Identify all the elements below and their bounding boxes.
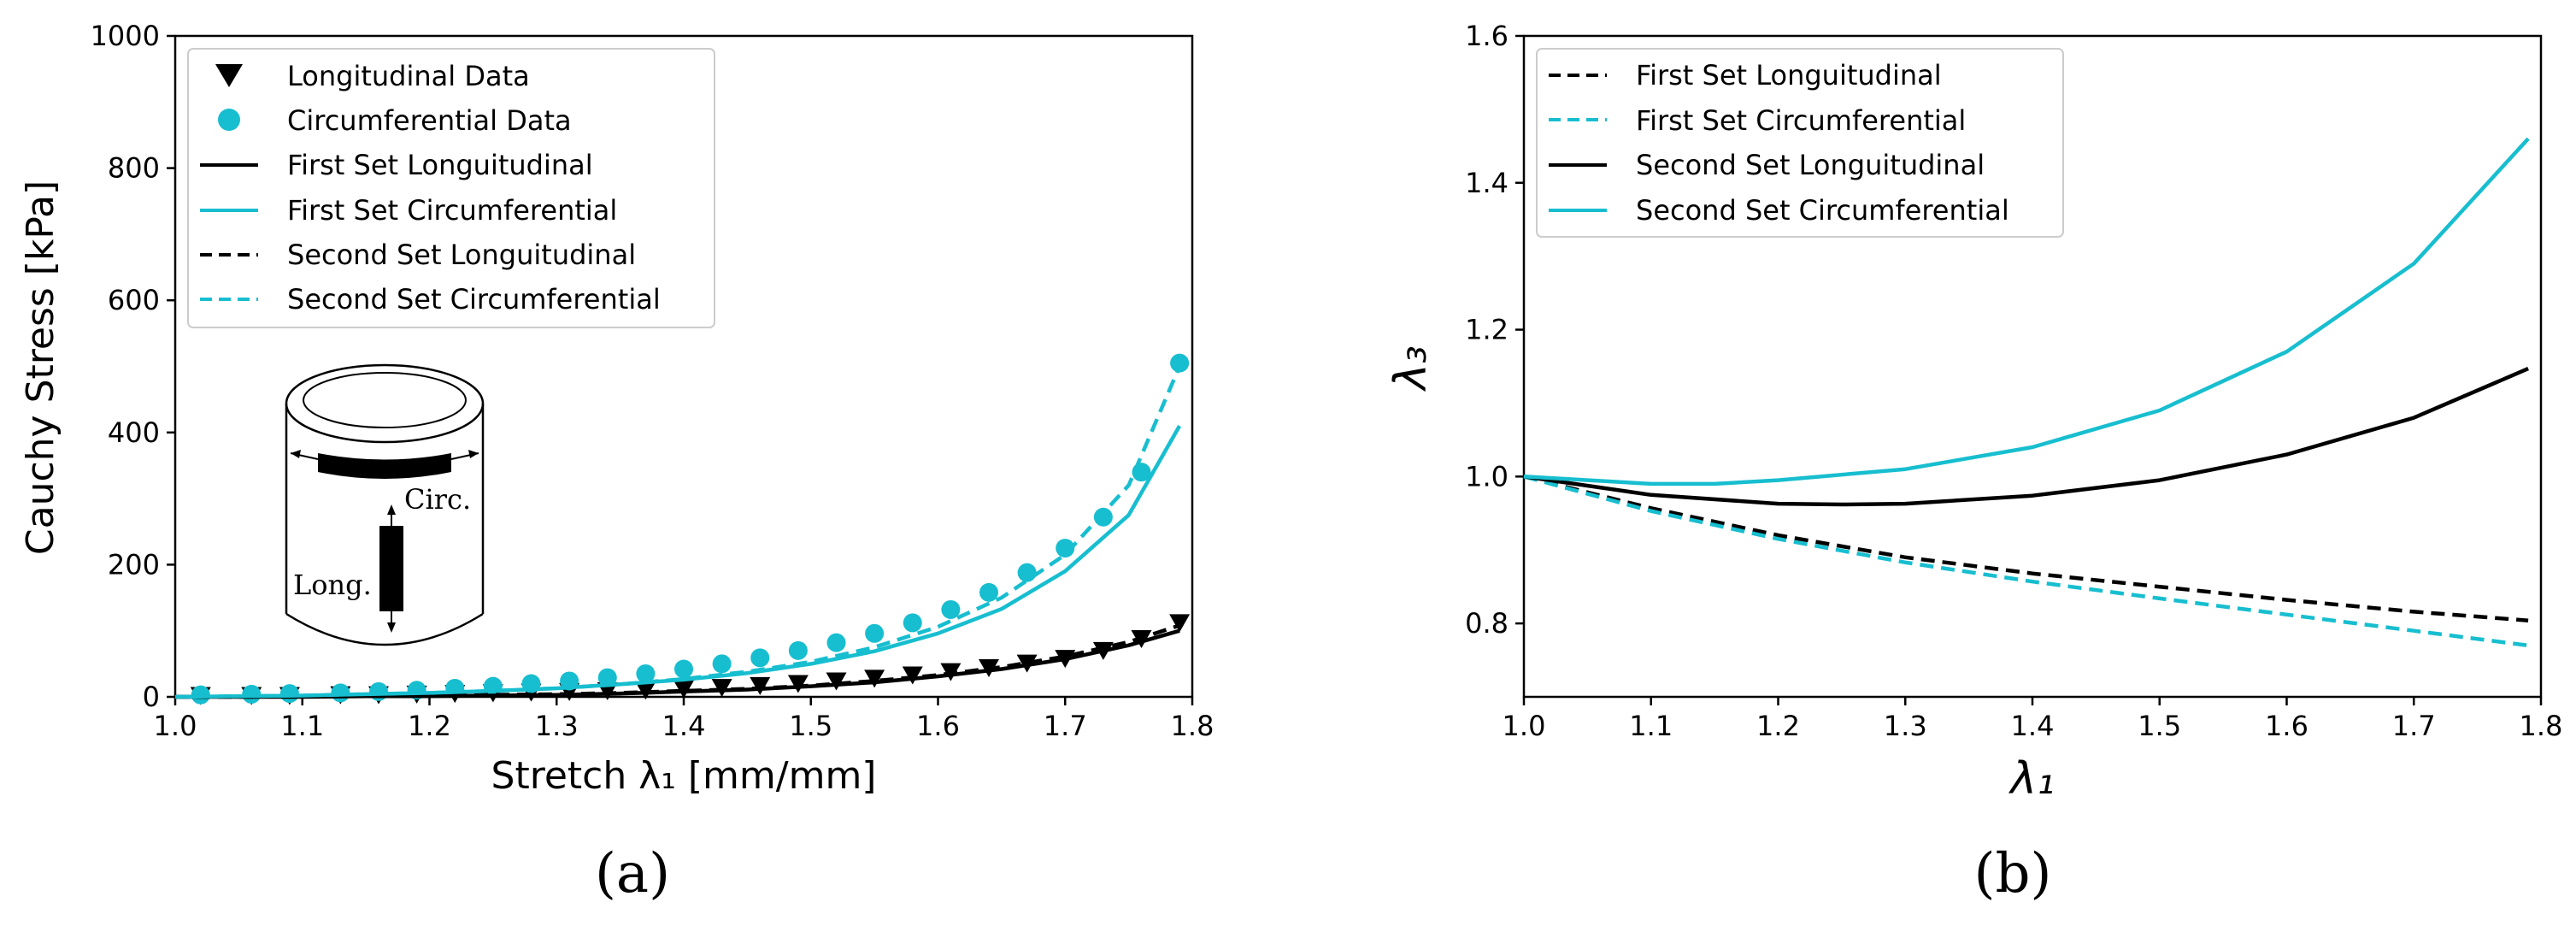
legend-label: First Set Circumferential [1636,104,1966,137]
y-tick-label: 1000 [91,20,160,52]
x-tick-label: 1.1 [280,710,324,742]
long-arrowhead-down [387,622,396,633]
panel-a-ticks: 1.0 1.1 1.2 1.3 1.4 1.5 1.6 1.7 1.8 0 200 400 600 800… [91,20,1214,742]
panel-a: 1.0 1.1 1.2 1.3 1.4 1.5 1.6 1.7 1.8 0 200 400 600 800… [19,20,1214,798]
series-second-set-circumferential-line [174,365,1182,699]
legend-label: First Set Circumferential [287,194,617,227]
x-tick-label: 1.4 [662,710,706,742]
series-circumferential-data-point [674,659,693,679]
series-circumferential-data-point [1017,563,1037,582]
x-tick-label: 1.6 [2265,710,2308,742]
series-circumferential-data-point [750,648,770,668]
legend-label: Longitudinal Data [287,60,530,92]
series-circumferential-data-point [941,599,961,619]
series-circumferential-data-point [903,613,922,633]
x-tick-label: 1.7 [2392,710,2436,742]
cylinder-bottom-edge [285,612,484,646]
long-arrowhead-up [387,504,396,515]
panel-a-legend: Longitudinal Data Circumferential Data F… [187,48,715,328]
series-longitudinal-data-point [750,676,771,695]
legend-label: Second Set Circumferential [1636,194,2009,227]
y-tick-label: 0 [143,681,160,713]
series-circumferential-data-point [1170,353,1190,373]
y-tick-label: 1.0 [1465,460,1509,492]
x-tick-label: 1.3 [535,710,579,742]
panel-b-marks [1523,137,2530,648]
x-tick-label: 1.5 [789,710,832,742]
series-longitudinal-data-point [787,675,809,693]
series-longitudinal-data-point [864,669,885,688]
x-tick-label: 1.0 [1503,710,1546,742]
caption-a: (a) [594,842,671,905]
series-circumferential-data-point [369,681,388,701]
long-bar [379,526,403,611]
series-second-set-circumferential-line [1523,137,2530,487]
circ-arrowhead-right [468,450,479,458]
y-tick-label: 200 [108,548,160,581]
panel-b: 1.0 1.1 1.2 1.3 1.4 1.5 1.6 1.7 1.8 0.8 1.0 1.2 1.4 1… [1385,20,2562,805]
circ-band [318,453,451,479]
legend-marker-circle [218,109,240,131]
legend-label: First Set Longuitudinal [287,149,593,181]
legend-label: First Set Longuitudinal [1636,59,1942,91]
panel-a-ylabel: Cauchy Stress [kPa] [19,180,62,555]
y-tick-label: 1.4 [1465,167,1509,199]
legend-box [1536,48,2064,238]
series-circumferential-data-point [826,633,846,652]
series-circumferential-data-point [788,640,808,660]
inset-long-label: Long. [293,569,372,601]
legend-label: Circumferential Data [287,104,572,137]
series-circumferential-data-point [1093,507,1113,527]
panel-b-ticks: 1.0 1.1 1.2 1.3 1.4 1.5 1.6 1.7 1.8 0.8 1.0 1.2 1.4 1… [1465,20,2562,742]
panel-b-xlabel: λ₁ [2008,753,2055,805]
x-tick-label: 1.8 [2520,710,2563,742]
series-first-set-circumferential-line [1523,475,2529,648]
series-circumferential-data-point [1056,539,1075,558]
series-circumferential-data-point [636,664,656,683]
y-tick-label: 0.8 [1465,607,1509,640]
legend-label: Second Set Longuitudinal [1636,149,1985,181]
y-tick-label: 1.6 [1465,20,1509,52]
panel-b-legend: First Set Longuitudinal First Set Circum… [1536,48,2064,238]
x-tick-label: 1.8 [1171,710,1214,742]
series-circumferential-data-point [712,654,732,674]
series-circumferential-data-point [279,684,299,704]
x-tick-label: 1.2 [1756,710,1800,742]
series-longitudinal-data-point [673,680,694,699]
series-second-set-longuitudinal-line [1523,367,2529,507]
series-first-set-circumferential-line [174,424,1182,699]
x-tick-label: 1.6 [916,710,960,742]
series-first-set-longuitudinal-line [1523,475,2529,622]
y-tick-label: 600 [108,284,160,316]
series-longitudinal-data-point [826,672,847,691]
series-circumferential-data-point [865,623,885,643]
cylinder-top-inner [303,372,467,428]
series-circumferential-data-point [597,668,617,687]
series-circumferential-data-point [979,582,998,602]
panel-a-marks [174,353,1191,705]
y-tick-label: 1.2 [1465,314,1509,346]
x-tick-label: 1.5 [2138,710,2181,742]
inset-cylinder: Circ. Long. [285,363,485,646]
legend-label: Second Set Longuitudinal [287,239,636,271]
circ-arrowhead-left [291,450,301,458]
caption-b: (b) [1973,842,2052,905]
x-tick-label: 1.1 [1629,710,1673,742]
x-tick-label: 1.2 [408,710,451,742]
panel-b-ylabel: λ₃ [1385,345,1437,392]
x-tick-label: 1.7 [1044,710,1087,742]
inset-circ-label: Circ. [404,483,471,516]
y-tick-label: 400 [108,416,160,449]
x-tick-label: 1.0 [154,710,197,742]
series-longitudinal-data-point [902,666,923,685]
x-tick-label: 1.4 [2011,710,2055,742]
y-tick-label: 800 [108,152,160,185]
legend-label: Second Set Circumferential [287,283,661,316]
panel-a-xlabel: Stretch λ₁ [mm/mm] [491,754,877,798]
legend-marker-triangle [215,64,243,87]
x-tick-label: 1.3 [1884,710,1927,742]
series-longitudinal-data-point [1169,614,1191,633]
legend-box [187,48,715,328]
